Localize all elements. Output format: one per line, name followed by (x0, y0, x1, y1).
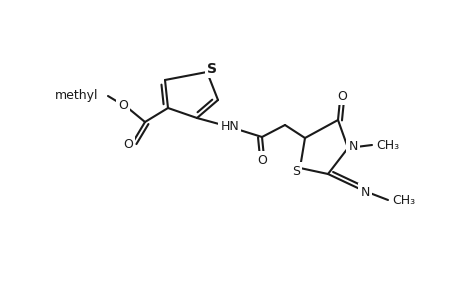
Text: O: O (336, 89, 346, 103)
Text: O: O (257, 154, 266, 166)
Text: S: S (207, 62, 217, 76)
Text: HN: HN (220, 119, 239, 133)
Text: CH₃: CH₃ (392, 194, 414, 206)
Text: N: N (359, 185, 369, 199)
Text: O: O (118, 98, 128, 112)
Text: O: O (123, 137, 133, 151)
Text: S: S (291, 164, 299, 178)
Text: CH₃: CH₃ (375, 139, 399, 152)
Text: N: N (347, 140, 357, 152)
Text: methyl: methyl (54, 88, 98, 101)
